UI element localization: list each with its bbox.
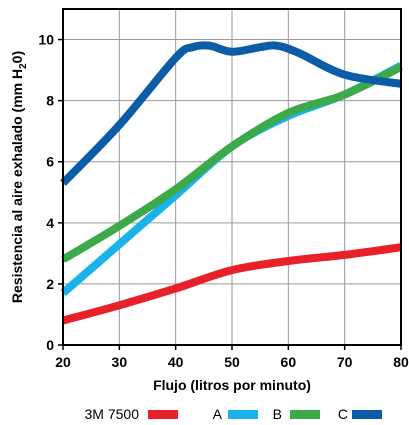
legend-swatch-3m-7500 <box>148 410 178 419</box>
legend: 3M 7500 A B C <box>85 406 382 422</box>
legend-swatch-a <box>228 410 258 419</box>
x-tick-label-50: 50 <box>224 354 240 370</box>
x-tick-label-20: 20 <box>55 354 71 370</box>
x-axis-title: Flujo (litros por minuto) <box>153 377 311 393</box>
legend-swatch-b <box>290 410 320 419</box>
legend-label-b: B <box>273 406 282 422</box>
legend-swatch-c <box>352 410 382 419</box>
x-tick-label-60: 60 <box>281 354 297 370</box>
x-tick-label-70: 70 <box>337 354 353 370</box>
series-line-c <box>60 41 402 186</box>
y-tick-label-6: 6 <box>46 154 54 170</box>
y-tick-label-10: 10 <box>38 32 54 48</box>
series-line-b <box>60 63 403 263</box>
y-axis-title-end: 0) <box>9 51 25 63</box>
y-axis-title-main: Resistencia al aire exhalado (mm H <box>9 69 25 303</box>
y-axis-title-subscript: 2 <box>18 63 29 69</box>
x-tick-label-80: 80 <box>393 354 409 370</box>
grid-lines <box>63 9 401 345</box>
legend-label-a: A <box>213 406 223 422</box>
tick-labels: 20 30 40 50 60 70 80 0 2 4 6 8 10 <box>38 32 409 370</box>
y-tick-label-4: 4 <box>46 215 54 231</box>
y-axis-title: Resistencia al aire exhalado (mm H20) <box>9 51 29 303</box>
y-tick-label-0: 0 <box>46 337 54 353</box>
series-lines <box>60 41 403 325</box>
x-tick-label-40: 40 <box>168 354 184 370</box>
y-tick-label-8: 8 <box>46 93 54 109</box>
y-tick-label-2: 2 <box>46 276 54 292</box>
legend-label-3m-7500: 3M 7500 <box>85 406 140 422</box>
x-tick-label-30: 30 <box>112 354 128 370</box>
series-line-3m-7500 <box>61 243 402 325</box>
legend-label-c: C <box>338 406 348 422</box>
